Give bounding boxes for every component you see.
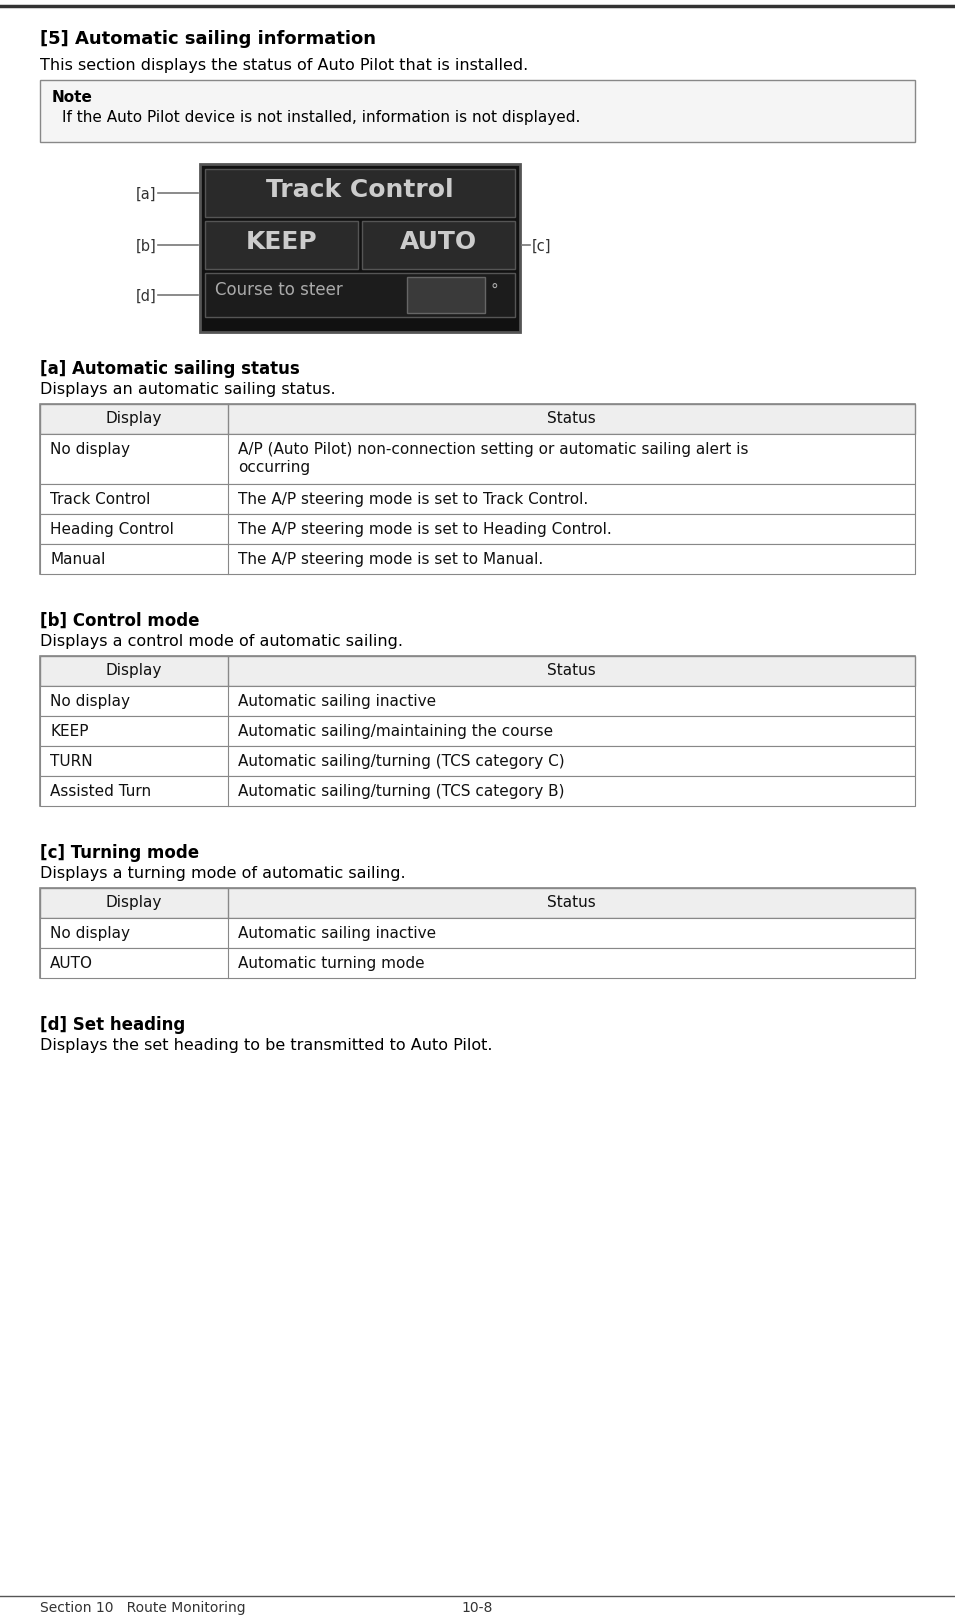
Text: If the Auto Pilot device is not installed, information is not displayed.: If the Auto Pilot device is not installe… <box>62 110 581 125</box>
Text: TURN: TURN <box>50 754 93 768</box>
Bar <box>200 164 520 332</box>
Bar <box>40 434 915 485</box>
Text: Automatic sailing/turning (TCS category B): Automatic sailing/turning (TCS category … <box>238 785 564 799</box>
Bar <box>40 404 915 434</box>
Text: Automatic sailing inactive: Automatic sailing inactive <box>238 694 436 708</box>
Text: AUTO: AUTO <box>50 956 93 971</box>
Text: Display: Display <box>106 663 162 678</box>
Bar <box>40 404 915 574</box>
Bar <box>40 888 915 917</box>
Bar <box>40 657 915 686</box>
Text: This section displays the status of Auto Pilot that is installed.: This section displays the status of Auto… <box>40 58 528 73</box>
Text: Course to steer: Course to steer <box>215 280 343 298</box>
Text: [a] Automatic sailing status: [a] Automatic sailing status <box>40 360 300 378</box>
Bar <box>40 485 915 514</box>
Text: Assisted Turn: Assisted Turn <box>50 785 151 799</box>
Bar <box>40 686 915 716</box>
Bar <box>362 220 515 269</box>
Text: [d] Set heading: [d] Set heading <box>40 1016 185 1034</box>
Text: Display: Display <box>106 895 162 909</box>
Text: The A/P steering mode is set to Manual.: The A/P steering mode is set to Manual. <box>238 553 543 567</box>
Text: KEEP: KEEP <box>245 230 317 254</box>
Text: Displays a turning mode of automatic sailing.: Displays a turning mode of automatic sai… <box>40 866 406 880</box>
Text: Note: Note <box>52 91 93 105</box>
Text: °: ° <box>490 284 498 298</box>
Text: Manual: Manual <box>50 553 105 567</box>
Text: [c] Turning mode: [c] Turning mode <box>40 845 200 862</box>
Text: Status: Status <box>547 663 596 678</box>
Text: No display: No display <box>50 443 130 457</box>
Text: The A/P steering mode is set to Track Control.: The A/P steering mode is set to Track Co… <box>238 493 588 507</box>
Bar <box>40 716 915 746</box>
Text: KEEP: KEEP <box>50 725 89 739</box>
Text: Automatic sailing/maintaining the course: Automatic sailing/maintaining the course <box>238 725 553 739</box>
Bar <box>40 917 915 948</box>
Bar <box>40 514 915 545</box>
Text: [a]: [a] <box>136 186 157 203</box>
Text: [5] Automatic sailing information: [5] Automatic sailing information <box>40 31 376 49</box>
Bar <box>40 948 915 977</box>
Text: Displays an automatic sailing status.: Displays an automatic sailing status. <box>40 383 335 397</box>
Text: [b] Control mode: [b] Control mode <box>40 613 200 631</box>
Bar <box>40 545 915 574</box>
Text: The A/P steering mode is set to Heading Control.: The A/P steering mode is set to Heading … <box>238 522 612 537</box>
Text: Displays a control mode of automatic sailing.: Displays a control mode of automatic sai… <box>40 634 403 648</box>
Bar <box>205 220 358 269</box>
Bar <box>205 169 515 217</box>
Text: Displays the set heading to be transmitted to Auto Pilot.: Displays the set heading to be transmitt… <box>40 1037 493 1054</box>
Text: occurring: occurring <box>238 460 310 475</box>
Text: Track Control: Track Control <box>266 178 454 203</box>
Text: Section 10   Route Monitoring: Section 10 Route Monitoring <box>40 1602 245 1615</box>
Text: Automatic sailing inactive: Automatic sailing inactive <box>238 926 436 942</box>
Text: Display: Display <box>106 412 162 426</box>
Text: AUTO: AUTO <box>400 230 478 254</box>
Text: Automatic sailing/turning (TCS category C): Automatic sailing/turning (TCS category … <box>238 754 564 768</box>
Text: 10-8: 10-8 <box>462 1602 493 1615</box>
Text: Heading Control: Heading Control <box>50 522 174 537</box>
Text: [d]: [d] <box>136 289 157 305</box>
Bar <box>40 657 915 806</box>
Text: [b]: [b] <box>136 238 157 254</box>
Text: [c]: [c] <box>532 238 551 254</box>
Text: No display: No display <box>50 926 130 942</box>
Text: Automatic turning mode: Automatic turning mode <box>238 956 425 971</box>
Bar <box>40 79 915 143</box>
Text: 000.0: 000.0 <box>415 284 477 302</box>
Text: No display: No display <box>50 694 130 708</box>
Bar <box>205 272 515 318</box>
Text: A/P (Auto Pilot) non-connection setting or automatic sailing alert is: A/P (Auto Pilot) non-connection setting … <box>238 443 749 457</box>
Text: Status: Status <box>547 412 596 426</box>
Text: Status: Status <box>547 895 596 909</box>
Bar <box>40 746 915 776</box>
Bar <box>40 888 915 977</box>
Bar <box>407 277 485 313</box>
Text: Track Control: Track Control <box>50 493 150 507</box>
Bar <box>40 776 915 806</box>
